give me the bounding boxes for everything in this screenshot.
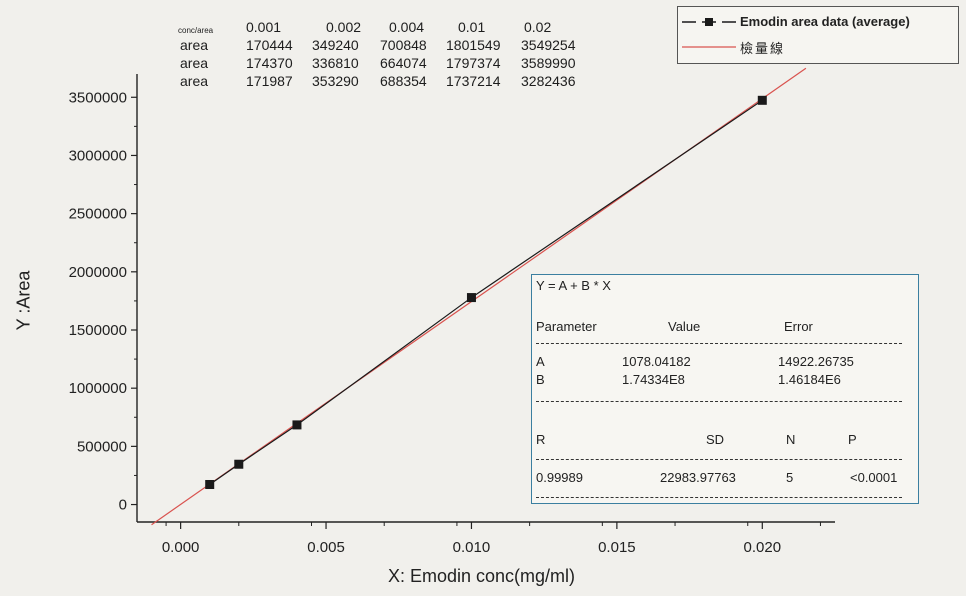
- area-cell: 700848: [380, 37, 427, 53]
- area-cell: 174370: [246, 55, 293, 71]
- conc-cell: 0.02: [524, 19, 552, 35]
- area-cell: 171987: [246, 73, 293, 89]
- data-points-layer: [205, 95, 767, 489]
- stat-n-value: 5: [786, 470, 794, 485]
- stat-sd-header: SD: [706, 432, 725, 447]
- conc-cell: 0.001: [246, 19, 282, 35]
- area-cell: 353290: [312, 73, 359, 89]
- legend-label-average: Emodin area data (average): [740, 14, 910, 29]
- area-cell: 3589990: [521, 55, 576, 71]
- x-tick-label: 0.000: [162, 539, 200, 556]
- axes: 0 500000 1000000 1500000 2000000 2500000 30000…: [69, 74, 835, 556]
- area-cell: 1737214: [446, 73, 501, 89]
- divider: [536, 497, 902, 498]
- data-point: [234, 459, 244, 469]
- y-tick-label: 2500000: [69, 206, 127, 223]
- param-a-name: A: [536, 354, 545, 369]
- row-label: area: [180, 37, 209, 53]
- legend-item-average: Emodin area data (average): [678, 11, 958, 33]
- row-label: area: [180, 73, 209, 89]
- y-tick-label: 1000000: [69, 380, 127, 397]
- y-tick-label: 3500000: [69, 89, 127, 106]
- col-error-header: Error: [784, 319, 813, 334]
- param-a-error: 14922.26735: [778, 354, 854, 369]
- conc-cell: 0.01: [458, 19, 486, 35]
- data-point: [466, 293, 476, 303]
- divider: [536, 401, 902, 402]
- stat-p-header: P: [848, 432, 857, 447]
- area-cell: 664074: [380, 55, 427, 71]
- x-tick-label: 0.015: [598, 539, 636, 556]
- y-tick-label: 500000: [77, 438, 127, 455]
- stat-r-value: 0.99989: [536, 470, 583, 485]
- stat-p-value: <0.0001: [850, 470, 898, 485]
- area-cell: 1801549: [446, 37, 501, 53]
- y-tick-label: 1500000: [69, 322, 127, 339]
- param-b-error: 1.46184E6: [778, 372, 841, 387]
- stat-n-header: N: [786, 432, 796, 447]
- area-cell: 349240: [312, 37, 359, 53]
- legend-red-line-icon: [682, 46, 736, 48]
- data-point: [757, 95, 767, 105]
- area-cell: 170444: [246, 37, 293, 53]
- y-axis-title: Y :Area: [13, 270, 34, 331]
- x-tick-label: 0.005: [307, 539, 345, 556]
- divider: [536, 459, 902, 460]
- area-cell: 3282436: [521, 73, 576, 89]
- x-tick-label: 0.010: [453, 539, 491, 556]
- conc-cell: 0.004: [389, 19, 425, 35]
- row-label: area: [180, 55, 209, 71]
- param-b-value: 1.74334E8: [622, 372, 685, 387]
- legend: Emodin area data (average) 檢量線: [677, 6, 959, 64]
- y-tick-label: 2000000: [69, 264, 127, 281]
- col-parameter-header: Parameter: [536, 319, 597, 334]
- divider: [536, 343, 902, 344]
- y-tick-label: 0: [119, 497, 127, 514]
- legend-item-fit: 檢量線: [678, 35, 958, 57]
- data-point: [205, 479, 215, 489]
- conc-cell: 0.002: [326, 19, 362, 35]
- area-cell: 3549254: [521, 37, 576, 53]
- fit-equation: Y = A + B * X: [536, 278, 611, 293]
- stat-r-header: R: [536, 432, 546, 447]
- area-cell: 688354: [380, 73, 427, 89]
- legend-label-fit: 檢量線: [740, 41, 786, 56]
- area-cell: 336810: [312, 55, 359, 71]
- stat-sd-value: 22983.97763: [660, 470, 736, 485]
- regression-results-box: Y = A + B * X Parameter Value Error A 10…: [531, 274, 919, 504]
- y-tick-label: 3000000: [69, 147, 127, 164]
- param-a-value: 1078.04182: [622, 354, 691, 369]
- raw-data-header-label: conc/area: [178, 26, 214, 35]
- area-cell: 1797374: [446, 55, 501, 71]
- x-axis-title: X: Emodin conc(mg/ml): [388, 566, 576, 586]
- x-tick-label: 0.020: [744, 539, 782, 556]
- legend-line-square-marker-icon: [682, 18, 736, 26]
- data-point: [292, 420, 302, 430]
- col-value-header: Value: [668, 319, 701, 334]
- param-b-name: B: [536, 372, 545, 387]
